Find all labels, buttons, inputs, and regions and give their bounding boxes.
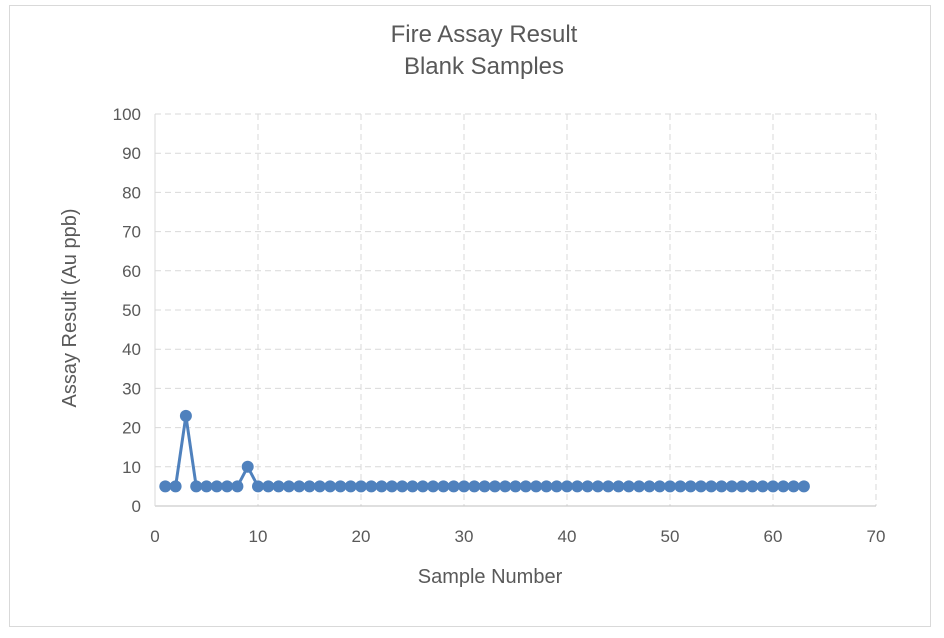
data-point	[519, 480, 532, 493]
data-point	[550, 480, 563, 493]
y-tick-label: 90	[122, 144, 141, 163]
data-point	[797, 480, 810, 493]
data-point	[777, 480, 790, 493]
data-point	[746, 480, 759, 493]
data-point	[715, 480, 728, 493]
chart-subtitle: Blank Samples	[404, 53, 564, 80]
x-tick-label: 10	[249, 527, 268, 546]
data-point	[313, 480, 326, 493]
data-point	[324, 480, 337, 493]
data-point	[303, 480, 316, 493]
data-point	[684, 480, 697, 493]
data-point	[344, 480, 357, 493]
data-point	[540, 480, 553, 493]
data-point	[591, 480, 604, 493]
x-tick-label: 60	[764, 527, 783, 546]
x-axis-title: Sample Number	[418, 566, 563, 588]
data-point	[375, 480, 388, 493]
data-point	[458, 480, 470, 493]
data-point	[787, 480, 800, 493]
data-point	[272, 480, 285, 493]
data-point	[581, 480, 594, 493]
chart-title: Fire Assay Result	[391, 21, 578, 48]
data-point	[210, 480, 223, 493]
x-tick-label: 0	[150, 527, 159, 546]
y-tick-label: 100	[113, 105, 141, 124]
data-point	[488, 480, 501, 493]
x-tick-label: 30	[455, 527, 474, 546]
axes-layer	[154, 114, 876, 507]
x-tick-label: 40	[558, 527, 577, 546]
series-layer	[159, 409, 810, 493]
data-point	[561, 480, 573, 493]
data-point	[447, 480, 460, 493]
data-point	[633, 480, 646, 493]
y-tick-label: 0	[132, 497, 141, 516]
data-point	[355, 480, 367, 493]
data-point	[293, 480, 306, 493]
data-point	[674, 480, 687, 493]
data-point	[385, 480, 398, 493]
tick-layer: 0 10 20 30 40 50 60 70 80 90 100 0 10 20 30 40 50 60 70	[113, 105, 886, 546]
data-point	[468, 480, 481, 493]
grid-layer	[155, 113, 877, 506]
data-point	[179, 409, 192, 422]
y-axis-title: Assay Result (Au ppb)	[59, 209, 81, 408]
y-tick-label: 40	[122, 340, 141, 359]
data-point	[664, 480, 676, 493]
y-tick-label: 20	[122, 419, 141, 438]
y-tick-label: 60	[122, 262, 141, 281]
x-tick-label: 70	[867, 527, 886, 546]
data-point	[334, 480, 347, 493]
data-point	[159, 480, 172, 493]
data-point	[694, 480, 707, 493]
data-point	[406, 480, 419, 493]
y-tick-label: 80	[122, 183, 141, 202]
chart-frame: 0 10 20 30 40 50 60 70 80 90 100 0 10 20 30 40 50 60 70 Fi…	[9, 5, 931, 627]
data-point	[416, 480, 429, 493]
data-point	[653, 480, 666, 493]
data-point	[767, 480, 779, 493]
data-point	[756, 480, 769, 493]
data-point	[437, 480, 450, 493]
y-tick-label: 50	[122, 301, 141, 320]
data-point	[736, 480, 749, 493]
y-tick-label: 30	[122, 379, 141, 398]
data-point	[530, 480, 543, 493]
data-point	[571, 480, 584, 493]
data-point	[705, 480, 718, 493]
data-point	[200, 480, 213, 493]
data-point	[241, 460, 254, 473]
y-tick-label: 70	[122, 223, 141, 242]
data-point	[602, 480, 615, 493]
data-point	[221, 480, 234, 493]
data-point	[499, 480, 512, 493]
data-point	[365, 480, 378, 493]
data-point	[612, 480, 625, 493]
series-line	[165, 414, 804, 488]
data-point	[622, 480, 635, 493]
data-point	[282, 480, 295, 493]
data-point	[262, 480, 275, 493]
data-point	[509, 480, 522, 493]
x-tick-label: 20	[352, 527, 371, 546]
data-point	[725, 480, 738, 493]
data-point	[231, 480, 244, 493]
chart-svg: 0 10 20 30 40 50 60 70 80 90 100 0 10 20 30 40 50 60 70 Fi…	[59, 21, 886, 588]
data-point	[190, 480, 203, 493]
y-tick-label: 10	[122, 458, 141, 477]
x-tick-label: 50	[661, 527, 680, 546]
data-point	[396, 480, 409, 493]
data-point	[427, 480, 440, 493]
data-point	[643, 480, 656, 493]
data-point	[252, 480, 264, 493]
data-point	[169, 480, 182, 493]
data-point	[478, 480, 491, 493]
